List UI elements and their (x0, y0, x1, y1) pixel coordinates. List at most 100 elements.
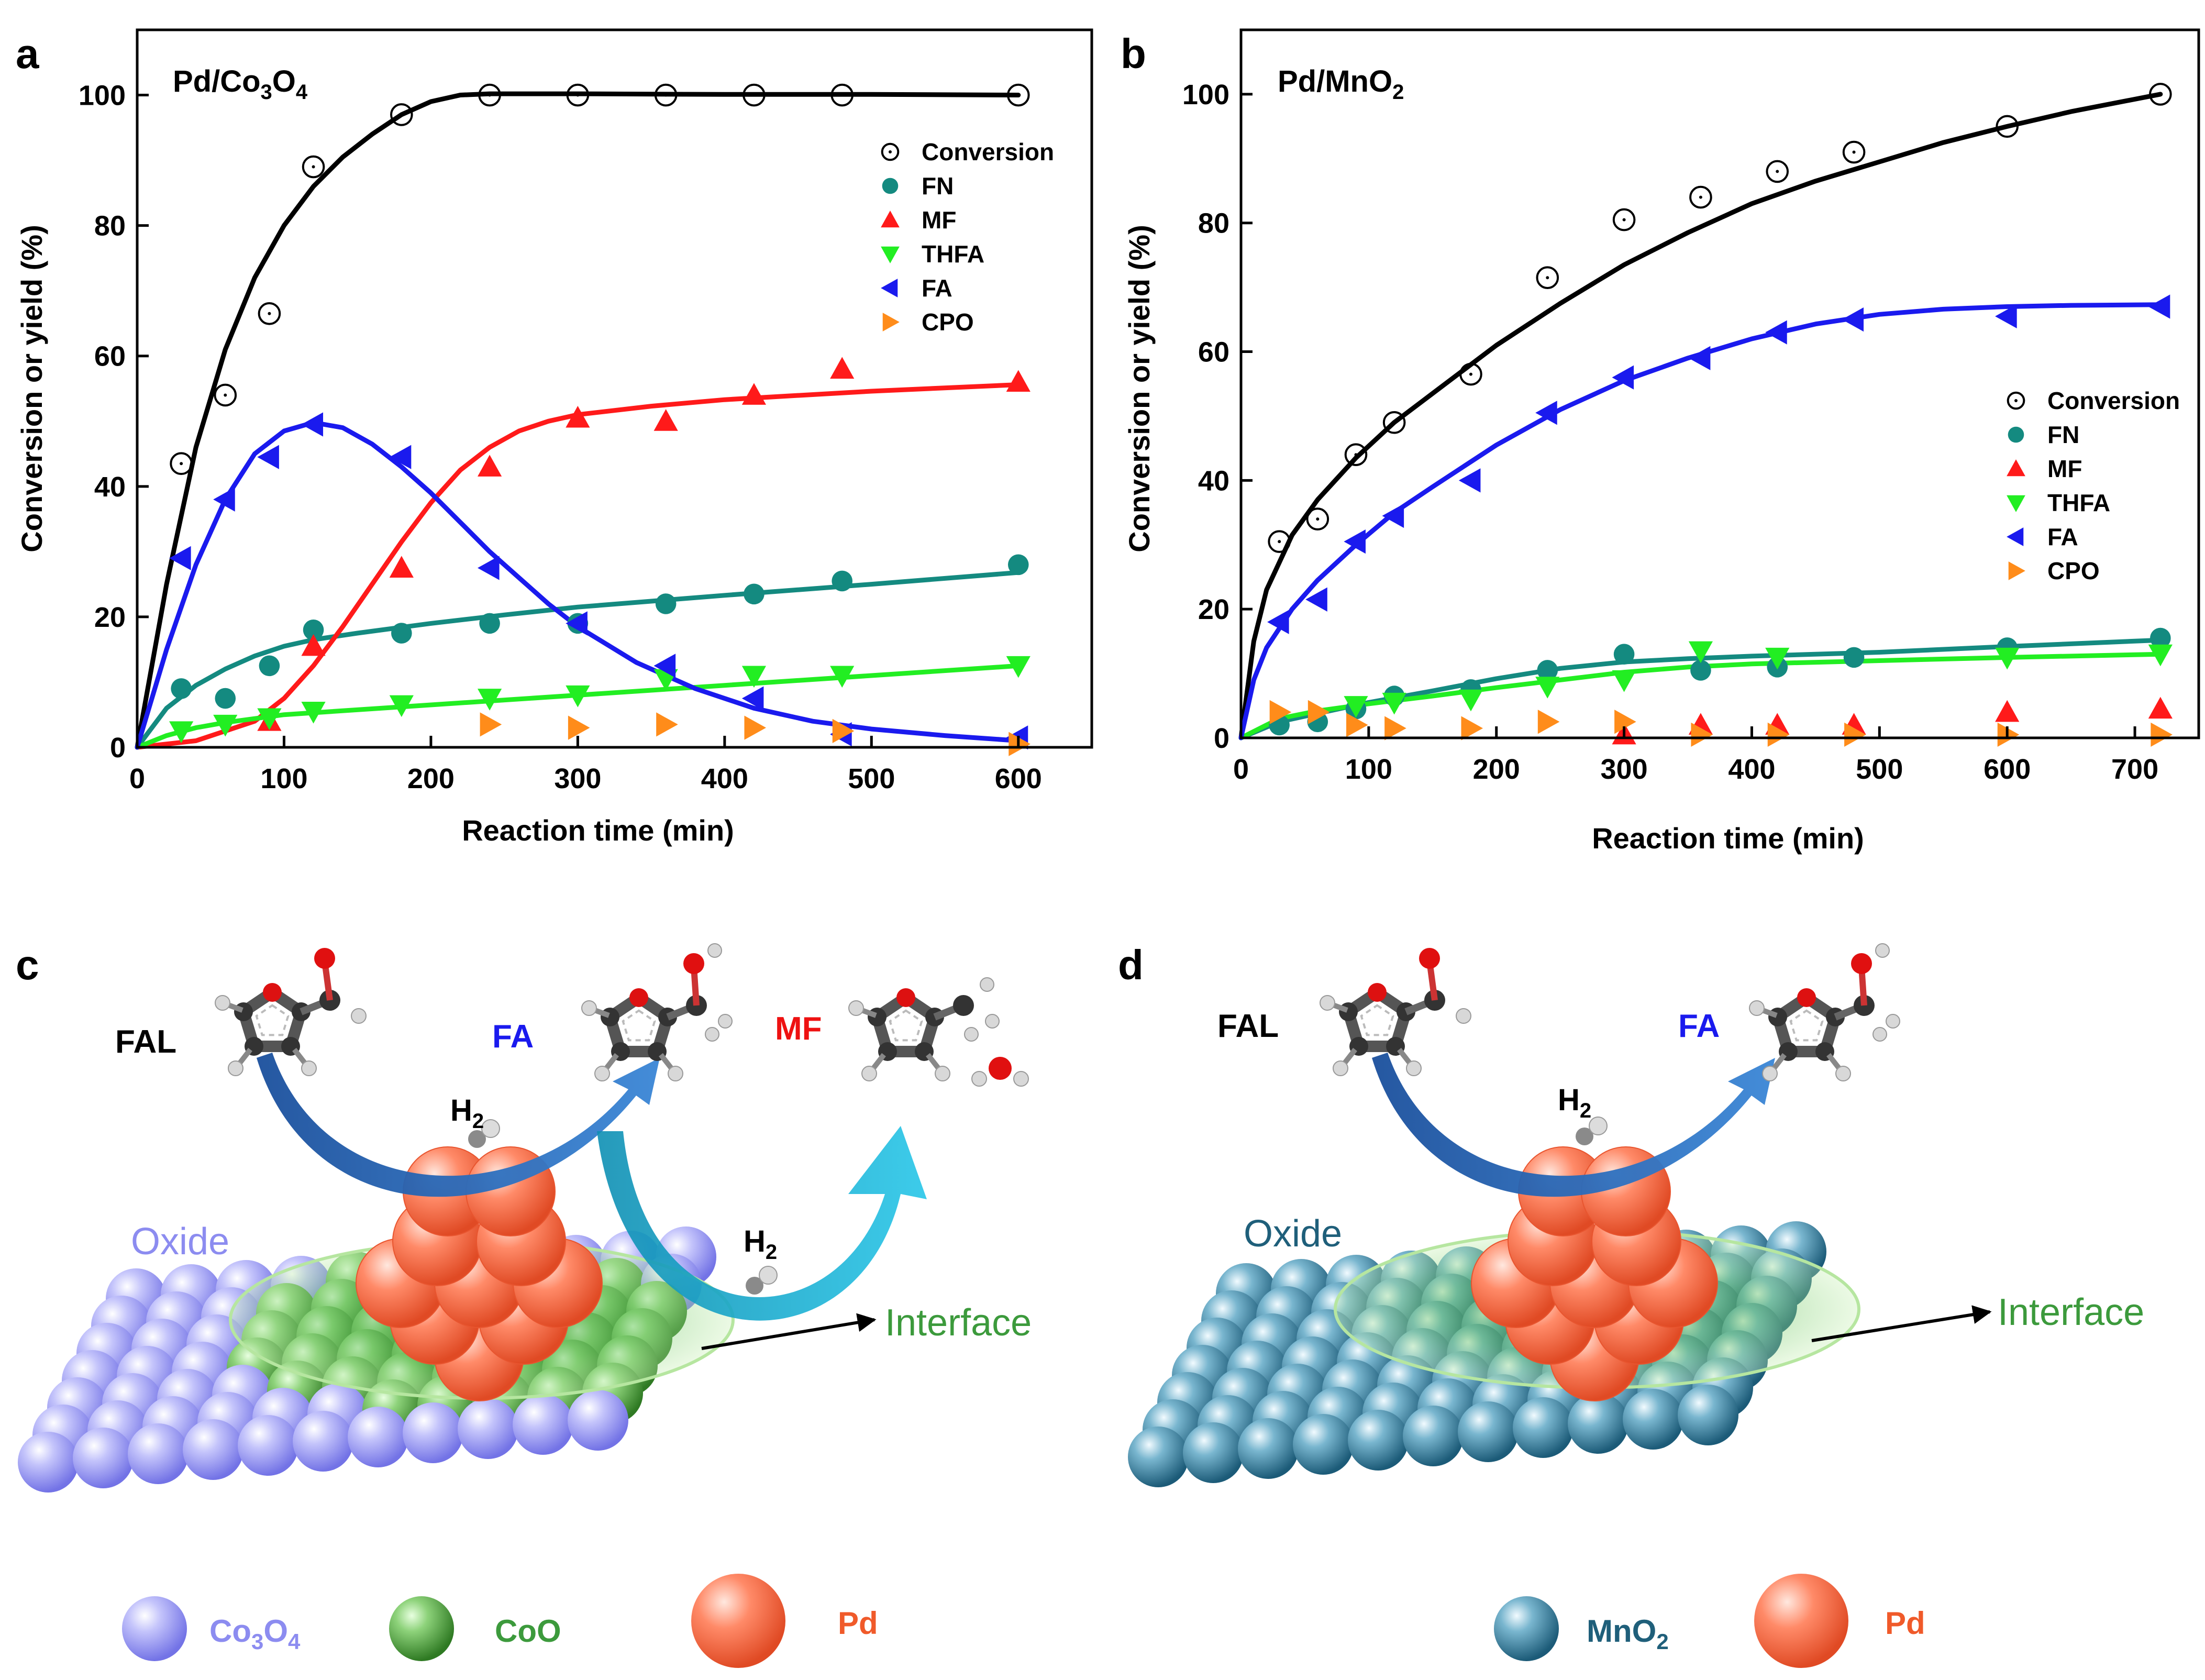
point-cpo (1844, 722, 1866, 747)
point-conversion-dot (840, 93, 844, 97)
oxide-atom (1128, 1427, 1189, 1487)
y-tick-label: 100 (1182, 79, 1229, 110)
point-fa (1995, 304, 2017, 329)
point-mf (1006, 370, 1031, 392)
point-fa (257, 445, 279, 469)
point-thfa (1688, 641, 1713, 664)
y-tick-label: 60 (94, 341, 126, 372)
y-tick-label: 20 (1198, 594, 1229, 625)
point-mf (478, 455, 502, 477)
point-thfa (566, 685, 590, 708)
chart-title-a: Pd/Co3O4 (173, 64, 308, 104)
point-conversion-dot (1469, 372, 1472, 376)
x-axis-label-a: Reaction time (min) (462, 814, 734, 847)
point-cpo (568, 715, 590, 740)
point-cpo (1767, 722, 1790, 747)
point-fa (1612, 365, 1634, 390)
pd-cluster-c (356, 1146, 603, 1401)
legend-ball-co3o4 (122, 1596, 187, 1661)
mol-label-mf-c: MF (775, 1011, 822, 1047)
point-fn (1843, 647, 1865, 668)
oxide-atom (1348, 1410, 1409, 1471)
legend-label-fa: FA (922, 274, 952, 302)
panel-label-d: d (1118, 942, 1144, 988)
x-tick-label: 500 (1856, 754, 1903, 785)
point-thfa (741, 666, 767, 688)
point-conversion-dot (1278, 540, 1281, 544)
point-fn (1690, 660, 1711, 681)
point-conversion (830, 83, 854, 107)
point-cpo (1614, 710, 1636, 734)
point-mf (2148, 697, 2173, 719)
h2-label-c1: H2 (450, 1093, 484, 1133)
legend-label-coo: CoO (495, 1613, 561, 1649)
legend-marker-conversion (2007, 391, 2025, 410)
interface-label-c: Interface (885, 1302, 1032, 1344)
point-mf (566, 405, 590, 428)
point-conversion-dot (268, 312, 271, 315)
oxide-atom (513, 1394, 573, 1455)
legend-b: Conversion FN MF THFA FA CPO (2007, 387, 2180, 584)
point-fa (1688, 346, 1711, 370)
legend-label-pd-d: Pd (1885, 1606, 1925, 1641)
panel-label-c: c (16, 942, 39, 988)
legend-ball-pd-d (1754, 1574, 1848, 1668)
y-tick-label: 80 (1198, 208, 1229, 239)
point-fa (1344, 529, 1366, 554)
legend-a: Conversion FN MF THFA FA CPO (881, 138, 1054, 336)
oxide-atom (1568, 1393, 1628, 1454)
interface-label-d: Interface (1998, 1291, 2144, 1333)
point-conversion (1306, 507, 1329, 530)
point-conversion (566, 83, 590, 107)
point-conversion (478, 83, 501, 107)
legend-label-mf: MF (2047, 455, 2082, 482)
oxide-atom (403, 1402, 463, 1463)
legend-label-conversion: Conversion (2047, 387, 2180, 414)
oxide-atom (128, 1423, 189, 1484)
legend-marker-fn (882, 178, 899, 194)
x-tick-label: 400 (1728, 754, 1775, 785)
legend-label-fn: FN (922, 172, 954, 200)
point-conversion-dot (400, 113, 403, 116)
legend-ball-pd-c (691, 1574, 785, 1668)
point-conversion (1766, 160, 1789, 183)
point-fn (655, 593, 677, 614)
fa-molecule-c (581, 943, 733, 1081)
point-conversion (2149, 83, 2172, 106)
point-conversion (1382, 411, 1406, 434)
point-fn (303, 620, 324, 640)
h2-molecule-d (1576, 1117, 1608, 1145)
point-mf (741, 383, 767, 405)
y-tick-label: 40 (1198, 465, 1229, 496)
point-conversion-dot (2005, 125, 2009, 128)
point-conversion (743, 83, 766, 107)
point-conversion (170, 452, 193, 476)
point-cpo (1384, 716, 1406, 740)
point-conversion (654, 83, 678, 107)
point-mf (1995, 700, 2020, 722)
point-mf (389, 556, 414, 578)
legend-label-fa: FA (2047, 523, 2078, 550)
fa-molecule-d (1749, 943, 1900, 1081)
point-thfa (257, 708, 282, 731)
interface-pointer-c (701, 1313, 877, 1350)
point-thfa (169, 721, 194, 743)
legend-marker-cpo (882, 313, 900, 331)
point-cpo (1346, 713, 1368, 737)
interface-pointer-d (1811, 1305, 1992, 1342)
legend-marker-conversion (881, 142, 900, 161)
point-fn (259, 655, 280, 677)
legend-c: Co3O4 CoO Pd (122, 1574, 878, 1668)
x-tick-label: 300 (1601, 754, 1648, 785)
scheme-c: Oxide Interface FAL FA MF H2 H2 Co3O4 Co… (18, 943, 1032, 1668)
legend-label-mno2: MnO2 (1587, 1613, 1669, 1654)
point-conversion-dot (1852, 150, 1856, 154)
point-cpo (1269, 700, 1292, 724)
point-thfa (1535, 677, 1560, 699)
oxide-atom (73, 1428, 134, 1488)
point-conversion (1842, 140, 1866, 164)
legend-marker-mf (2007, 459, 2025, 477)
point-cpo (832, 719, 855, 743)
legend-marker-fa (881, 279, 898, 297)
